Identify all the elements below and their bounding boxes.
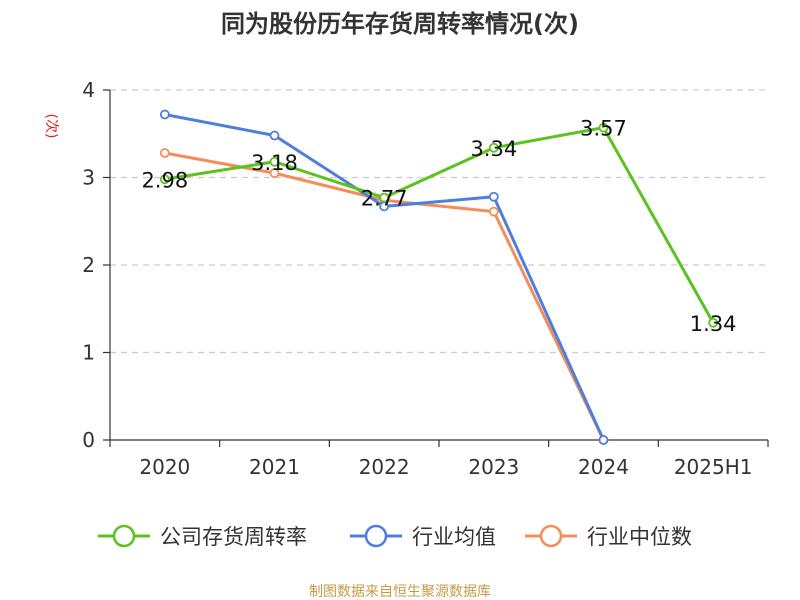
data-point	[598, 122, 609, 133]
x-tick-label: 2023	[468, 455, 519, 479]
y-tick-label: 1	[82, 341, 95, 365]
data-labels: 2.98 3.18 2.77 3.34 3.57 1.34	[141, 117, 736, 336]
legend-item[interactable]: 公司存货周转率	[98, 524, 307, 549]
x-tick-label: 2024	[578, 455, 629, 479]
data-point	[159, 174, 170, 185]
chart-title: 同为股份历年存货周转率情况(次)	[221, 10, 579, 38]
legend-swatch-marker	[364, 524, 388, 548]
legend-swatch-marker	[539, 524, 563, 548]
data-point	[708, 317, 719, 328]
y-tick-label: 4	[82, 78, 95, 102]
y-tick-label: 2	[82, 253, 95, 277]
series-line	[164, 113, 605, 441]
x-tick-label: 2025H1	[674, 455, 753, 479]
data-point	[598, 435, 609, 445]
x-tick-label: 2022	[359, 455, 410, 479]
data-point	[488, 142, 499, 153]
data-label: 3.18	[251, 151, 298, 175]
data-label: 2.77	[361, 187, 408, 211]
series-layer	[159, 109, 719, 445]
data-label: 1.34	[690, 312, 737, 336]
data-label: 3.57	[580, 117, 627, 141]
y-axis-label: (次)	[43, 114, 59, 139]
legend-item[interactable]: 行业均值	[350, 524, 496, 549]
data-point	[269, 168, 280, 179]
legend-label: 行业中位数	[587, 525, 692, 549]
legend-label: 公司存货周转率	[160, 525, 307, 549]
legend-item[interactable]: 行业中位数	[525, 524, 692, 549]
x-tick-label: 2021	[249, 455, 300, 479]
data-label: 2.98	[141, 168, 188, 192]
data-point	[488, 191, 499, 202]
series-line	[164, 126, 715, 324]
data-point	[379, 192, 390, 203]
legend-label: 行业均值	[412, 525, 496, 549]
source-note: 制图数据来自恒生聚源数据库	[309, 584, 491, 600]
data-point	[159, 109, 170, 120]
y-tick-label: 0	[82, 428, 95, 452]
y-tick-label: 3	[82, 166, 95, 190]
axes: 0 1 2 3 4 2020 2021 2022 2023 2024 2025H1	[82, 78, 769, 479]
data-point	[269, 130, 280, 141]
legend-swatch-marker	[112, 524, 136, 548]
data-point	[159, 148, 170, 158]
data-point	[269, 156, 280, 167]
x-tick-label: 2020	[139, 455, 190, 479]
grid	[110, 89, 768, 354]
data-label: 3.34	[470, 137, 517, 161]
data-point	[488, 206, 499, 217]
legend[interactable]: 公司存货周转率 行业均值 行业中位数	[98, 524, 692, 549]
